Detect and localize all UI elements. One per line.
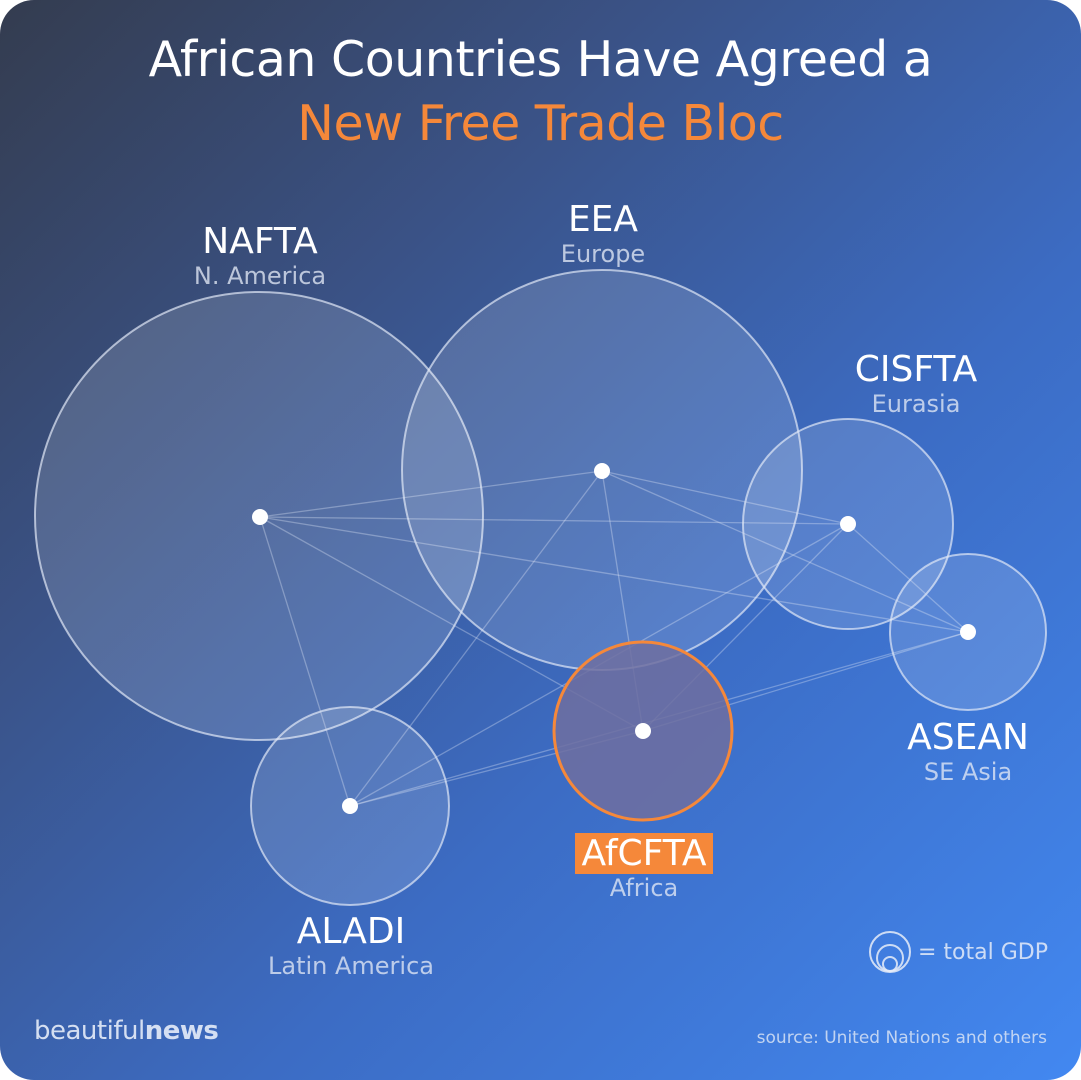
brand-logo: beautifulnews: [34, 1016, 219, 1046]
link-nafta-aladi: [259, 516, 351, 807]
title-line-2: New Free Trade Bloc: [297, 95, 784, 152]
label-asean: ASEAN SE Asia: [818, 717, 1081, 787]
bloc-region: N. America: [193, 262, 327, 290]
eea-dot: [594, 463, 610, 479]
link-cisfta-asean: [847, 523, 969, 633]
nafta-dot: [252, 509, 268, 525]
brand-light: beautiful: [34, 1016, 145, 1046]
bloc-region: Europe: [560, 240, 646, 268]
label-eea: EEA Europe: [453, 199, 753, 269]
afcfta-dot: [635, 723, 651, 739]
legend: = total GDP: [868, 930, 1048, 974]
label-cisfta: CISFTA Eurasia: [766, 349, 1066, 419]
link-eea-aladi: [349, 470, 603, 807]
bloc-name: ASEAN: [907, 717, 1029, 758]
bloc-name: CISFTA: [854, 349, 978, 390]
link-nafta-asean: [259, 516, 969, 633]
nested-circles-icon: [869, 931, 911, 973]
cisfta-dot: [840, 516, 856, 532]
source-note: source: United Nations and others: [756, 1028, 1047, 1048]
label-aladi: ALADI Latin America: [201, 911, 501, 981]
label-afcfta: AfCFTA Africa: [494, 833, 794, 902]
bloc-region: Latin America: [268, 952, 434, 980]
bloc-region: SE Asia: [923, 758, 1013, 786]
asean-dot: [960, 624, 976, 640]
link-eea-cisfta: [601, 470, 849, 525]
bloc-region: Africa: [609, 874, 679, 902]
title-line-1: African Countries Have Agreed a: [148, 31, 933, 88]
bloc-name: ALADI: [296, 911, 406, 952]
aladi-dot: [342, 798, 358, 814]
legend-text: = total GDP: [918, 939, 1048, 965]
link-nafta-eea: [259, 470, 603, 518]
bloc-region: Eurasia: [871, 390, 961, 418]
bloc-center-dots: [252, 463, 976, 814]
bloc-name: EEA: [567, 199, 639, 240]
label-nafta: NAFTA N. America: [110, 221, 410, 291]
link-nafta-cisfta: [259, 516, 849, 525]
bloc-name: NAFTA: [202, 221, 318, 262]
bloc-name-highlight: AfCFTA: [575, 833, 713, 874]
brand-bold: news: [144, 1016, 219, 1046]
